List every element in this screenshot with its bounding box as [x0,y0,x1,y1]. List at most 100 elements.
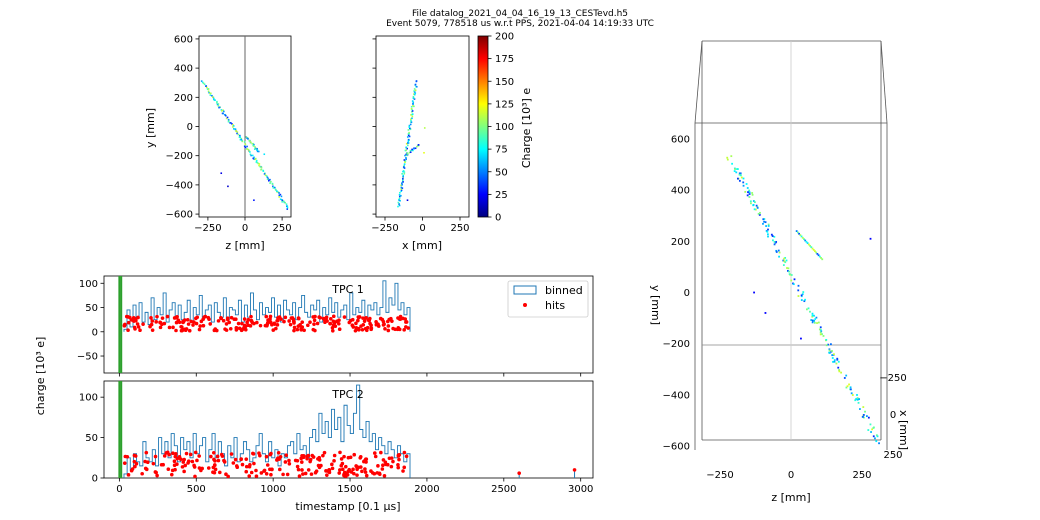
hit-point [403,159,406,161]
hit-point [400,184,402,187]
hit-point [220,172,223,175]
hit-marker [126,473,131,477]
hit-marker [167,325,172,330]
hit-point [249,153,252,156]
hit-point-3d [833,353,835,356]
hit-point-3d [807,243,810,246]
hit-point [216,103,219,106]
hit-marker [363,467,367,471]
hit-marker [372,471,377,476]
hit-point [250,141,252,144]
hit-point [405,142,408,145]
hit-marker [226,474,230,479]
hit-marker [150,319,155,323]
hit-marker [336,321,341,326]
hit-point [224,114,227,117]
hit-marker [234,326,239,330]
hit-point-3d [806,308,808,311]
3d-y-tick-label: −600 [663,442,690,453]
hit-point-3d [818,255,821,258]
hit-marker [352,471,356,476]
hit-point [254,146,256,148]
hit-marker [386,328,391,333]
hit-marker [203,314,208,319]
hit-point [246,145,248,148]
hit-point [410,119,412,122]
charge-colorbar: 200 175 150 125 100 75 50 25 0 Charge [10³] e [477,32,533,224]
hit-marker [398,314,403,319]
hit-point-3d [816,252,819,255]
hit-marker [136,325,141,329]
hit-marker [224,328,229,332]
hit-marker [383,327,387,331]
hit-marker [234,317,238,322]
hit-marker [402,450,407,455]
hit-point-3d [807,307,810,310]
hit-marker [288,322,293,327]
hit-marker [171,451,175,456]
hit-point-3d [846,385,849,388]
hit-marker [215,328,219,333]
hit-marker [247,474,252,478]
hit-point [209,94,212,96]
hit-point-3d [801,236,804,239]
hit-point [409,149,412,152]
hit-point [210,92,212,95]
hit-marker [171,325,175,330]
hit-point [231,123,233,125]
hit-marker [263,323,268,328]
tpc1-title: TPC 1 [331,283,364,296]
hit-point [403,163,406,165]
3d-xlabel: z [mm] [771,491,810,504]
hit-point-3d [862,414,865,416]
hit-marker [159,462,164,467]
hit-marker [281,472,285,477]
hit-point [286,208,289,210]
hit-point [259,165,261,168]
hit-point [216,102,218,104]
hit-point [232,124,234,126]
hit-point-3d [763,220,766,223]
x-tick-label: −250 [371,223,398,234]
hit-point-3d [746,194,749,197]
hit-marker [295,464,300,469]
hit-point [260,166,263,169]
hit-point-3d [811,321,814,324]
hit-marker [378,472,382,477]
hit-point [216,100,218,103]
hit-marker [381,458,386,462]
x-tick-label: 3000 [568,484,593,495]
hit-point [227,118,230,121]
hit-marker [268,317,272,321]
hit-point [239,134,241,137]
hit-point-3d [753,291,755,294]
hit-point [270,180,272,183]
hit-point [240,138,243,141]
hit-marker [342,454,346,459]
hit-marker [331,314,336,319]
hit-marker [354,321,358,326]
hit-point [408,124,411,127]
hit-point-3d [874,437,876,440]
hit-marker [337,327,342,332]
hit-marker [145,460,150,465]
hit-marker [181,319,186,324]
hit-point [407,133,410,135]
hit-marker [314,469,319,473]
hit-point [410,114,412,116]
hit-point-3d [748,189,751,192]
hit-marker [186,461,190,465]
hit-marker [126,328,130,333]
hit-point-3d [797,289,800,292]
hit-marker [192,463,196,468]
hit-point-3d [763,218,766,220]
hit-point [410,118,412,120]
hit-point [399,199,401,202]
hit-marker [330,462,334,467]
3d-y-tick-label: −200 [663,339,690,350]
hit-point-3d [746,187,749,189]
hit-point-3d [828,348,831,351]
hit-point-3d [762,218,765,221]
hit-point [398,195,401,198]
